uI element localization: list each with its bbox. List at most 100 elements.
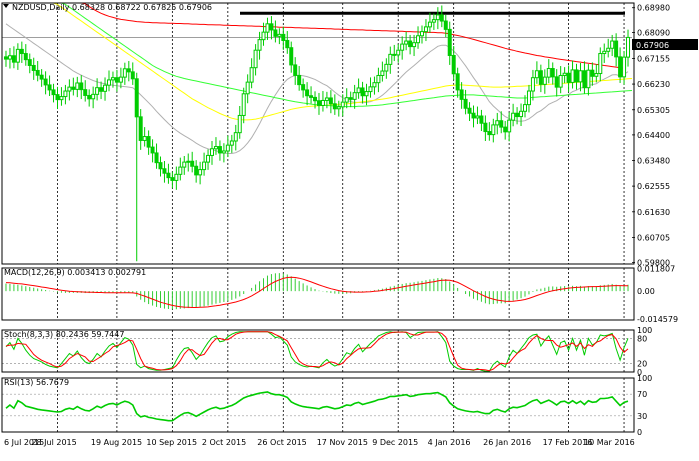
price-tick-label: 0.63480 — [637, 156, 670, 165]
candle-body — [602, 50, 607, 55]
candle-body — [443, 20, 448, 30]
candle-body — [594, 73, 599, 77]
candle-body — [202, 161, 207, 171]
candle-body — [289, 47, 294, 66]
candle-body — [376, 74, 381, 84]
rsi-title: RSI(13) 56.7679 — [4, 378, 69, 387]
candle-body — [59, 96, 64, 101]
candle-body — [416, 35, 421, 44]
candle-body — [626, 36, 631, 58]
candle-body — [471, 112, 476, 119]
candle-body — [352, 92, 357, 100]
candle-body — [400, 43, 405, 51]
candle-body — [538, 70, 543, 85]
candle-body — [550, 68, 555, 78]
candle-body — [47, 84, 52, 91]
candle-body — [277, 33, 282, 37]
candle-body — [566, 72, 571, 83]
candle-body — [182, 161, 187, 168]
candle-body — [372, 82, 377, 88]
candle-body — [499, 120, 504, 128]
candle-body — [162, 168, 167, 174]
candle-body — [245, 81, 250, 95]
price-tick-label: 0.64400 — [637, 131, 670, 140]
stoch-tick-label: 0 — [637, 368, 642, 377]
candle-body — [83, 89, 88, 96]
candle-body — [261, 31, 266, 41]
candle-body — [293, 64, 298, 76]
stoch-title: Stoch(8,3,3) 80.2436 59.7447 — [4, 330, 124, 339]
candle-body — [166, 172, 171, 179]
candle-body — [618, 56, 623, 78]
candle-body — [297, 74, 302, 86]
candle-body — [11, 55, 16, 63]
candle-body — [122, 68, 127, 78]
candle-body — [134, 78, 139, 118]
candle-body — [178, 166, 183, 175]
candle-body — [479, 115, 484, 124]
candle-body — [578, 70, 583, 83]
candle-body — [63, 90, 68, 98]
price-tick-label: 0.59800 — [637, 259, 670, 268]
candle-body — [138, 116, 143, 141]
candle-body — [225, 144, 230, 152]
candle-body — [31, 64, 36, 71]
candle-body — [174, 173, 179, 181]
candle-body — [229, 140, 234, 146]
candle-body — [546, 68, 551, 78]
price-tick-label: 0.61630 — [637, 208, 670, 217]
candle-body — [150, 146, 155, 154]
candle-body — [269, 23, 274, 31]
candle-body — [3, 56, 8, 60]
candle-body — [87, 94, 92, 100]
date-tick-label: 26 Oct 2015 — [257, 438, 306, 447]
candle-body — [427, 21, 432, 28]
candle-body — [154, 152, 159, 164]
candle-body — [265, 23, 270, 33]
candle-body — [194, 165, 199, 176]
candle-body — [27, 59, 32, 66]
date-tick-label: 26 Jan 2016 — [483, 438, 531, 447]
date-tick-label: 17 Nov 2015 — [317, 438, 368, 447]
rsi-line — [5, 391, 629, 422]
candle-body — [79, 82, 84, 91]
candle-body — [99, 87, 104, 92]
candle-body — [574, 69, 579, 83]
candle-body — [534, 70, 539, 79]
candle-body — [356, 87, 361, 94]
candle-body — [614, 40, 619, 58]
candle-body — [404, 40, 409, 45]
candle-body — [146, 136, 151, 148]
candle-body — [554, 76, 559, 88]
nzdusd-title-icon — [3, 4, 9, 8]
candle-body — [237, 114, 242, 134]
candle-body — [114, 77, 119, 83]
price-tick-label: 0.67155 — [637, 54, 670, 63]
ma-line — [6, 2, 625, 69]
rsi-tick-label: 30 — [637, 412, 647, 421]
stoch-tick-label: 100 — [637, 326, 652, 335]
candle-body — [210, 148, 215, 156]
stoch-line — [5, 331, 629, 372]
candle-body — [257, 39, 262, 51]
candle-body — [170, 177, 175, 181]
current-price-label: 0.67906 — [636, 41, 669, 50]
candle-body — [328, 97, 333, 105]
candle-body — [118, 76, 123, 83]
candle-body — [344, 97, 349, 103]
candle-body — [71, 86, 76, 90]
candle-body — [19, 48, 24, 55]
panel-frame-rsi — [1, 377, 635, 433]
candle-body — [51, 89, 56, 96]
candle-body — [39, 74, 44, 80]
candle-body — [503, 126, 508, 133]
candle-body — [392, 53, 397, 56]
date-tick-label: 28 Jul 2015 — [31, 438, 76, 447]
candle-body — [598, 53, 603, 75]
candle-body — [332, 103, 337, 110]
candle-body — [455, 73, 460, 91]
candle-body — [451, 54, 456, 75]
candle-body — [313, 96, 318, 102]
